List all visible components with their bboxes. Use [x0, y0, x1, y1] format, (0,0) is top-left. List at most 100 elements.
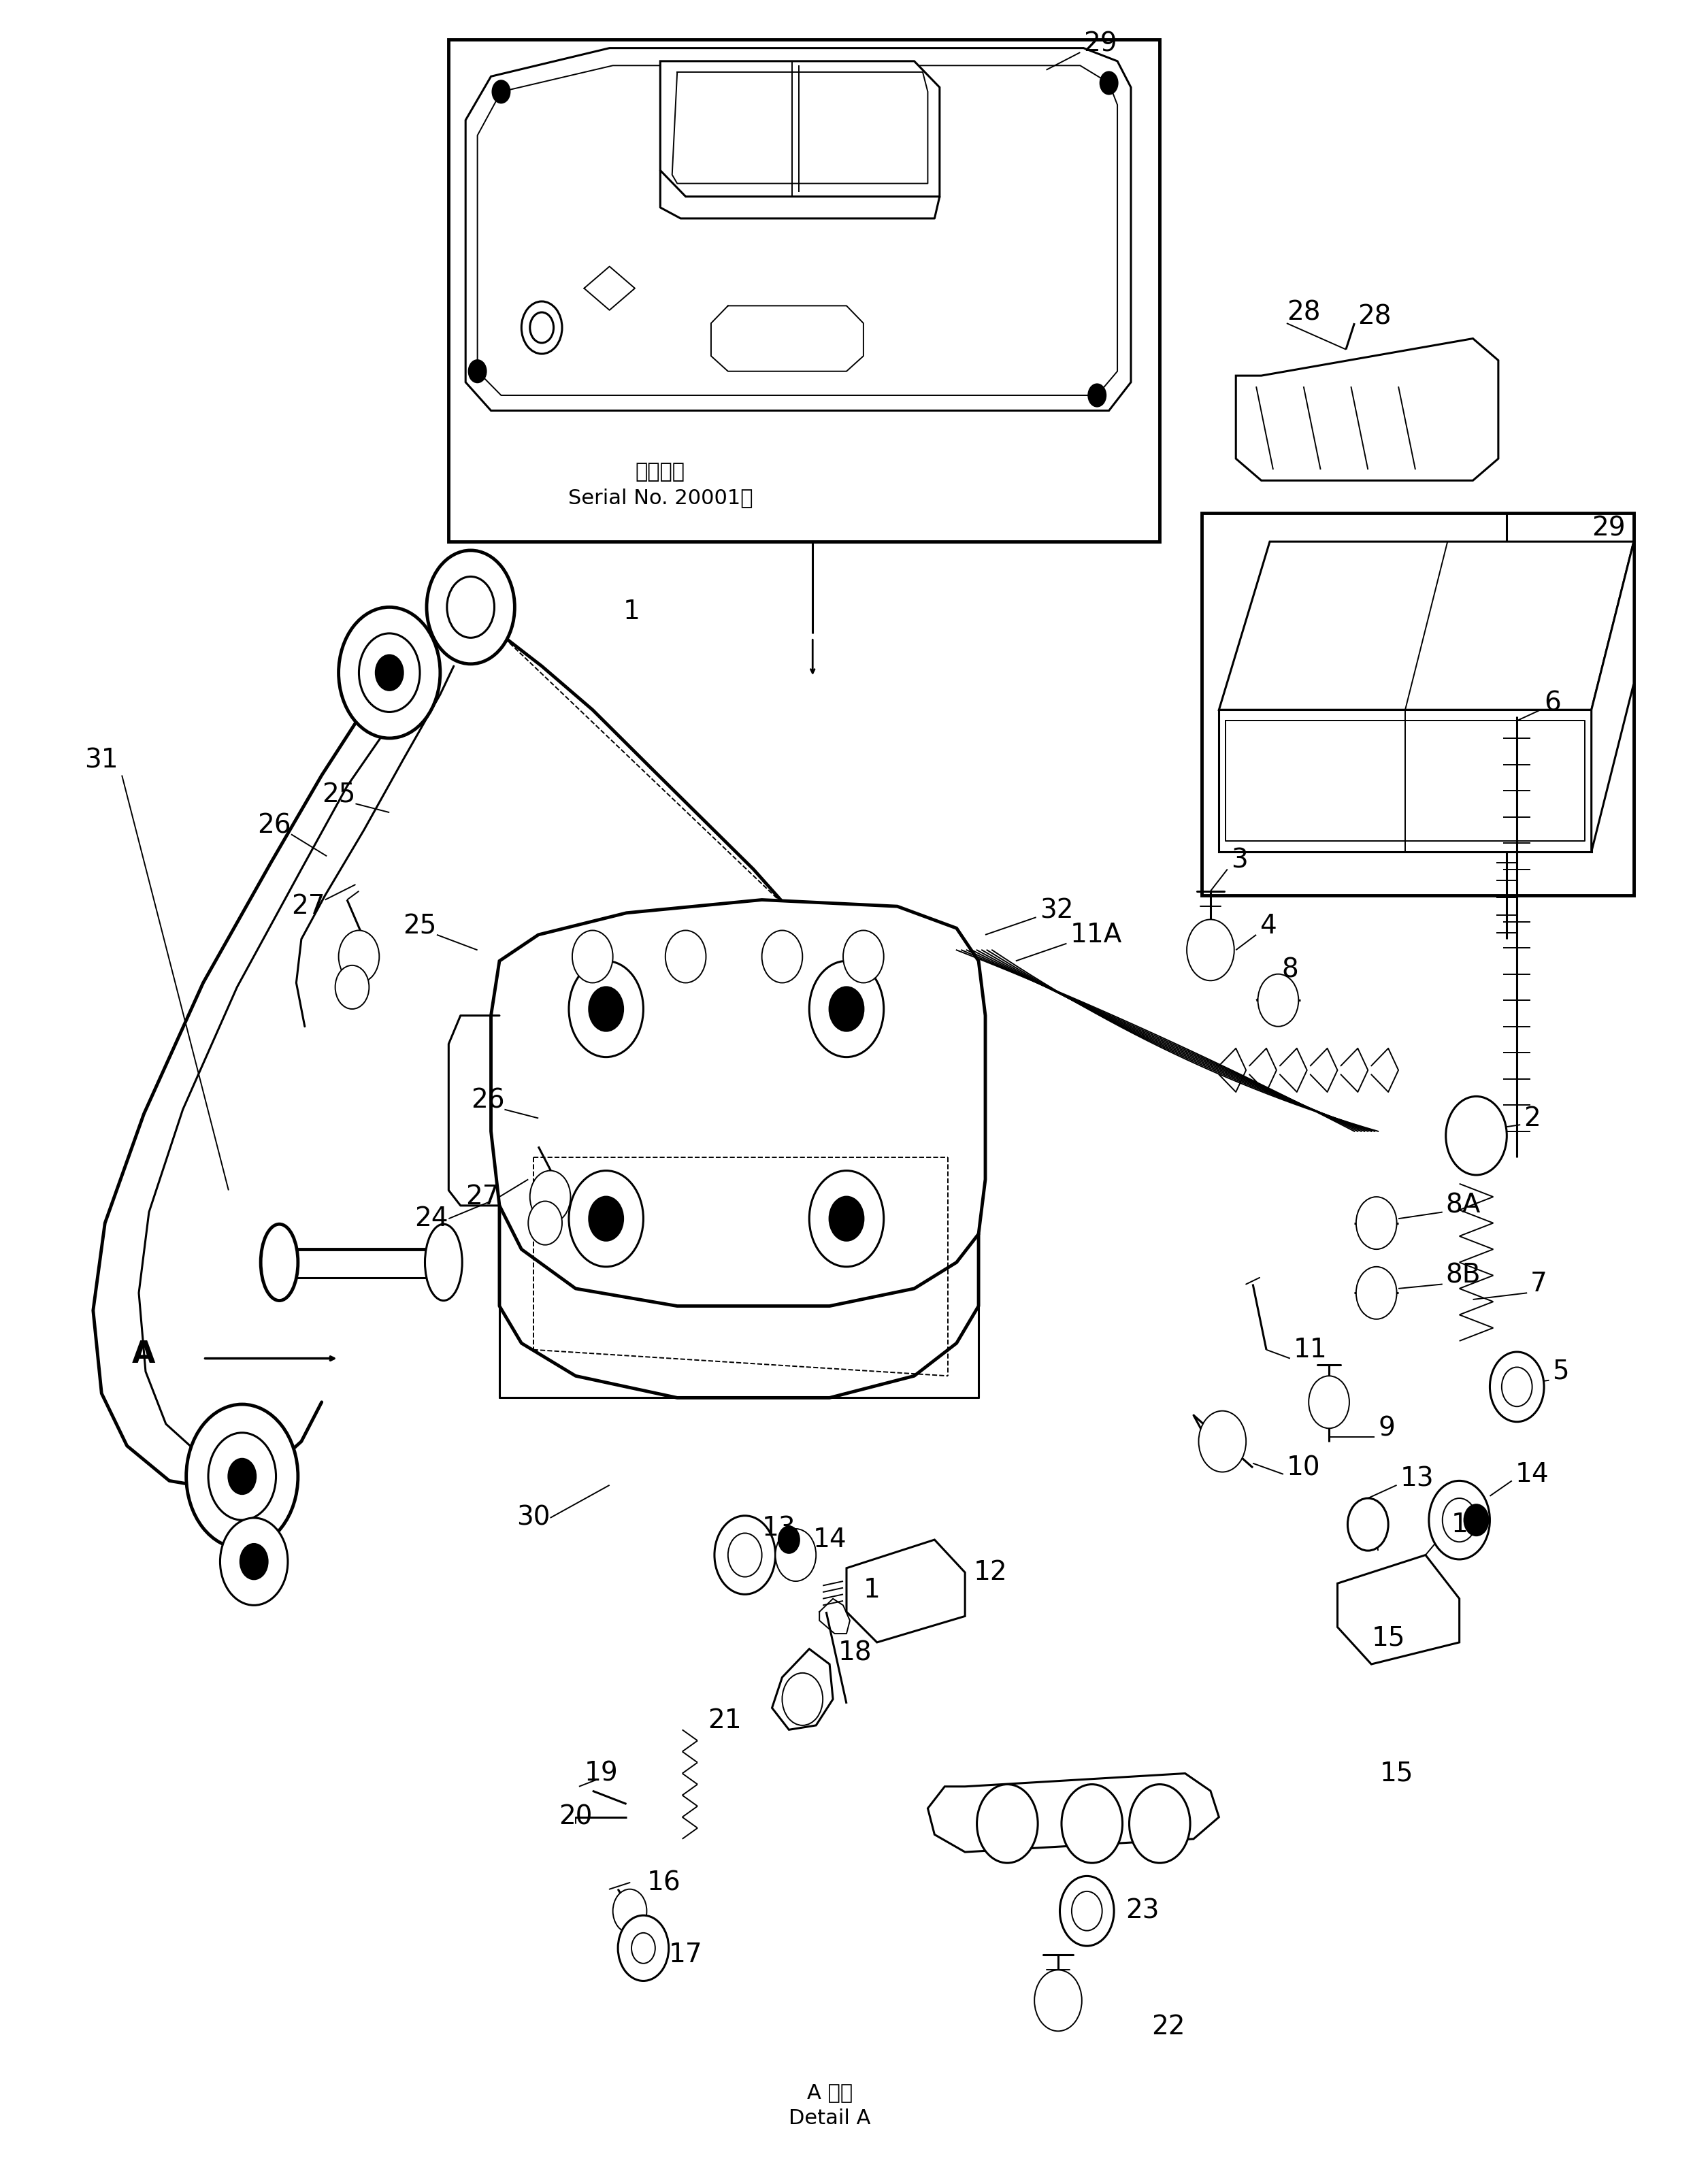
Circle shape [1100, 72, 1117, 94]
Text: 28: 28 [1358, 304, 1392, 330]
Polygon shape [846, 1540, 965, 1642]
Text: 29: 29 [1591, 515, 1625, 542]
Text: 10: 10 [1287, 1455, 1321, 1481]
Text: A 詳細: A 詳細 [808, 2081, 852, 2103]
Circle shape [1034, 1970, 1082, 2031]
Text: 17: 17 [669, 1942, 703, 1968]
Circle shape [1187, 919, 1234, 981]
Circle shape [339, 930, 379, 983]
Circle shape [1490, 1352, 1544, 1422]
Circle shape [530, 312, 554, 343]
Circle shape [1089, 384, 1106, 406]
Text: 28: 28 [1287, 299, 1321, 325]
Circle shape [1502, 1367, 1532, 1406]
Circle shape [339, 607, 440, 738]
Circle shape [1062, 1784, 1122, 1863]
Text: 8: 8 [1282, 957, 1299, 983]
Circle shape [569, 961, 643, 1057]
Circle shape [613, 1889, 647, 1933]
Text: 3: 3 [1231, 847, 1248, 874]
Polygon shape [1219, 710, 1591, 852]
Circle shape [1199, 1411, 1246, 1472]
Ellipse shape [425, 1223, 462, 1302]
Circle shape [618, 1915, 669, 1981]
Text: 26: 26 [471, 1088, 505, 1114]
Polygon shape [1591, 542, 1634, 852]
Polygon shape [1337, 1555, 1459, 1664]
Text: 13: 13 [1400, 1465, 1434, 1492]
Polygon shape [491, 900, 985, 1306]
Circle shape [335, 965, 369, 1009]
Bar [449, 39, 1160, 542]
Text: 25: 25 [403, 913, 437, 939]
Text: 18: 18 [838, 1640, 872, 1666]
Text: 1: 1 [863, 1577, 880, 1603]
Polygon shape [772, 1649, 833, 1730]
Circle shape [359, 633, 420, 712]
Ellipse shape [261, 1223, 298, 1302]
Text: 12: 12 [973, 1559, 1007, 1586]
Text: 22: 22 [1151, 2014, 1185, 2040]
Text: 適用号機: 適用号機 [635, 461, 686, 483]
Circle shape [186, 1404, 298, 1548]
Text: Detail A: Detail A [789, 2108, 870, 2129]
Polygon shape [1219, 542, 1634, 710]
Text: 6: 6 [1544, 690, 1561, 716]
Circle shape [1356, 1197, 1397, 1249]
Text: 5: 5 [1552, 1358, 1569, 1385]
Text: 15: 15 [1371, 1625, 1405, 1651]
Text: 9: 9 [1378, 1415, 1395, 1441]
Bar [1202, 513, 1634, 895]
Text: 20: 20 [559, 1804, 593, 1830]
Circle shape [775, 1529, 816, 1581]
Text: 11: 11 [1293, 1337, 1327, 1363]
Circle shape [1356, 1267, 1397, 1319]
Circle shape [1309, 1376, 1349, 1428]
Circle shape [493, 81, 510, 103]
Circle shape [469, 360, 486, 382]
Text: 14: 14 [813, 1527, 846, 1553]
Text: 29: 29 [1084, 31, 1117, 57]
Text: 25: 25 [322, 782, 356, 808]
Circle shape [1464, 1505, 1488, 1535]
Text: 14: 14 [1515, 1461, 1549, 1487]
Text: 7: 7 [1530, 1271, 1547, 1297]
Circle shape [589, 1197, 623, 1241]
Text: A: A [132, 1339, 156, 1369]
Circle shape [530, 1171, 571, 1223]
Circle shape [589, 987, 623, 1031]
Circle shape [447, 577, 494, 638]
Circle shape [977, 1784, 1038, 1863]
Circle shape [830, 987, 863, 1031]
Circle shape [229, 1459, 256, 1494]
Text: 30: 30 [516, 1505, 550, 1531]
Circle shape [809, 961, 884, 1057]
Circle shape [1446, 1096, 1507, 1175]
Circle shape [376, 655, 403, 690]
Polygon shape [660, 61, 940, 197]
Circle shape [240, 1544, 267, 1579]
Polygon shape [928, 1773, 1219, 1852]
Circle shape [528, 1201, 562, 1245]
Text: 1: 1 [623, 598, 640, 625]
Circle shape [521, 301, 562, 354]
Text: 8A: 8A [1446, 1192, 1481, 1219]
Text: 23: 23 [1126, 1898, 1160, 1924]
Text: 26: 26 [257, 812, 291, 839]
Circle shape [1429, 1481, 1490, 1559]
Circle shape [1348, 1498, 1388, 1551]
Text: Serial No. 20001～: Serial No. 20001～ [567, 487, 753, 509]
Circle shape [762, 930, 802, 983]
Text: 13: 13 [762, 1516, 796, 1542]
Circle shape [779, 1527, 799, 1553]
Circle shape [843, 930, 884, 983]
Circle shape [1442, 1498, 1476, 1542]
Circle shape [631, 1933, 655, 1963]
Text: 2: 2 [1524, 1105, 1541, 1131]
Text: 15: 15 [1380, 1760, 1414, 1787]
Polygon shape [1236, 339, 1498, 480]
Text: 24: 24 [415, 1206, 449, 1232]
Circle shape [427, 550, 515, 664]
Circle shape [1129, 1784, 1190, 1863]
Circle shape [569, 1171, 643, 1267]
